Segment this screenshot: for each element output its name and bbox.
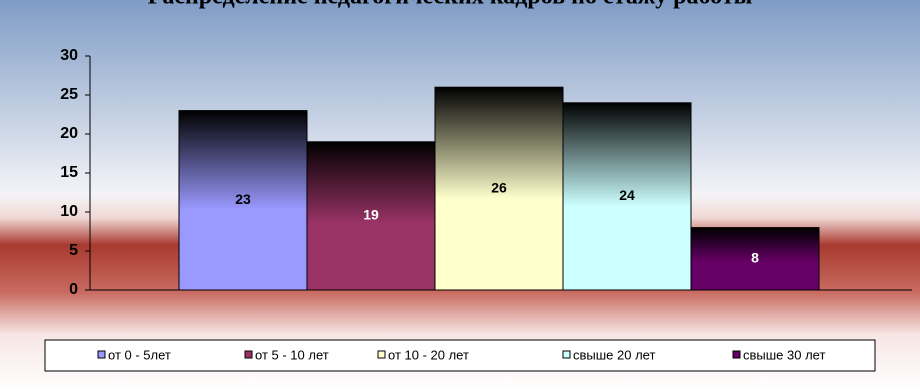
legend-label: от 10 - 20 лет xyxy=(388,347,469,362)
legend-label: от 0 - 5лет xyxy=(108,347,171,362)
legend-marker xyxy=(244,350,253,359)
legend-label: от 5 - 10 лет xyxy=(255,347,329,362)
data-label: 8 xyxy=(751,250,759,266)
y-tick-label: 10 xyxy=(60,203,78,220)
y-tick-label: 5 xyxy=(69,242,78,259)
legend-marker xyxy=(732,350,741,359)
bar xyxy=(178,110,308,291)
y-tick-label: 0 xyxy=(69,281,78,298)
legend-marker xyxy=(97,350,106,359)
bar xyxy=(690,227,820,291)
data-label: 24 xyxy=(619,187,635,203)
data-label: 23 xyxy=(235,191,251,207)
bar xyxy=(306,141,436,291)
legend-marker xyxy=(562,350,571,359)
bar xyxy=(434,86,564,291)
y-tick-label: 20 xyxy=(60,125,78,142)
data-label: 19 xyxy=(363,207,379,223)
bar xyxy=(562,102,692,291)
legend-marker xyxy=(377,350,386,359)
chart-title: Распределение педагогических кадров по с… xyxy=(148,0,753,10)
y-tick-label: 25 xyxy=(60,86,78,103)
legend-label: свыше 20 лет xyxy=(573,347,655,362)
legend-label: свыше 30 лет xyxy=(743,347,825,362)
data-label: 26 xyxy=(491,179,507,195)
y-tick-label: 30 xyxy=(60,47,78,64)
y-tick-label: 15 xyxy=(60,164,78,181)
